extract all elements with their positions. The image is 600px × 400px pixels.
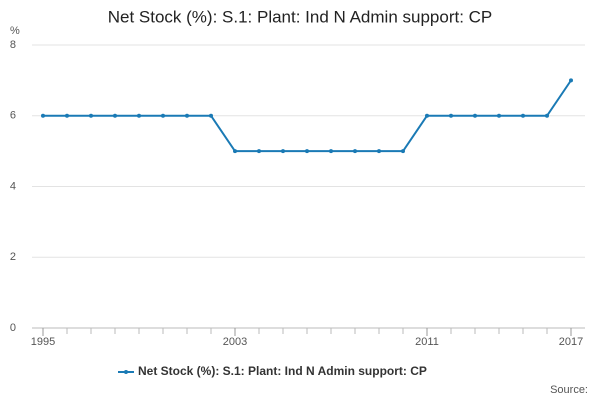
point [41,113,45,118]
y-tick-label: 6 [10,110,16,122]
point [497,113,501,118]
y-tick-label: 4 [10,180,16,192]
point [401,149,405,154]
x-tick-label: 2017 [559,336,583,348]
point [65,113,69,118]
point [425,113,429,118]
y-tick-label: 0 [10,322,16,334]
y-axis-label: % [10,25,20,37]
point [185,113,189,118]
source: Source: [550,384,588,396]
point [113,113,117,118]
x-tick-label: 1995 [31,336,55,348]
x-tick-label: 2003 [223,336,247,348]
point [209,113,213,118]
point [473,113,477,118]
point [233,149,237,154]
point [161,113,165,118]
y-tick-label: 2 [10,251,16,263]
chart-title: Net Stock (%): S.1: Plant: Ind N Admin s… [108,7,493,26]
point [521,113,525,118]
legend-marker [124,370,128,374]
point [257,149,261,154]
point [545,113,549,118]
point [353,149,357,154]
point [137,113,141,118]
point [377,149,381,154]
x-tick-label: 2011 [415,336,439,348]
point [89,113,93,118]
point [449,113,453,118]
y-tick-label: 8 [10,39,16,51]
legend: Net Stock (%): S.1: Plant: Ind N Admin s… [138,364,427,378]
point [281,149,285,154]
point [305,149,309,154]
point [329,149,333,154]
point [569,78,573,83]
